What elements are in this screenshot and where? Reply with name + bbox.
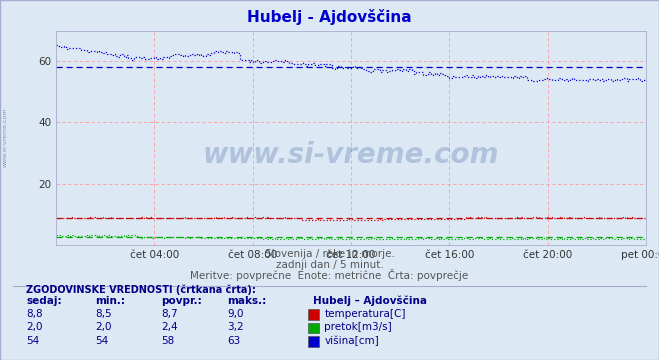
Text: 3,2: 3,2 [227,323,244,333]
Text: višina[cm]: višina[cm] [324,336,379,346]
Text: 54: 54 [26,336,40,346]
Text: Hubelj – Ajdovščina: Hubelj – Ajdovščina [313,296,427,306]
Text: zadnji dan / 5 minut.: zadnji dan / 5 minut. [275,260,384,270]
Text: 2,4: 2,4 [161,323,178,333]
Text: Slovenija / reke in morje.: Slovenija / reke in morje. [264,249,395,260]
Text: 58: 58 [161,336,175,346]
Text: 8,5: 8,5 [96,309,112,319]
Text: 9,0: 9,0 [227,309,244,319]
Text: 63: 63 [227,336,241,346]
Text: maks.:: maks.: [227,296,267,306]
Text: sedaj:: sedaj: [26,296,62,306]
Text: Hubelj - Ajdovščina: Hubelj - Ajdovščina [247,9,412,25]
Text: 8,7: 8,7 [161,309,178,319]
Text: min.:: min.: [96,296,126,306]
Text: Meritve: povprečne  Enote: metrične  Črta: povprečje: Meritve: povprečne Enote: metrične Črta:… [190,269,469,281]
Text: www.si-vreme.com: www.si-vreme.com [203,141,499,169]
Text: 2,0: 2,0 [26,323,43,333]
Text: 8,8: 8,8 [26,309,43,319]
Text: www.si-vreme.com: www.si-vreme.com [3,107,8,167]
Text: povpr.:: povpr.: [161,296,202,306]
Text: 2,0: 2,0 [96,323,112,333]
Text: 54: 54 [96,336,109,346]
Text: pretok[m3/s]: pretok[m3/s] [324,323,392,333]
Text: ZGODOVINSKE VREDNOSTI (črtkana črta):: ZGODOVINSKE VREDNOSTI (črtkana črta): [26,285,256,296]
Text: temperatura[C]: temperatura[C] [324,309,406,319]
